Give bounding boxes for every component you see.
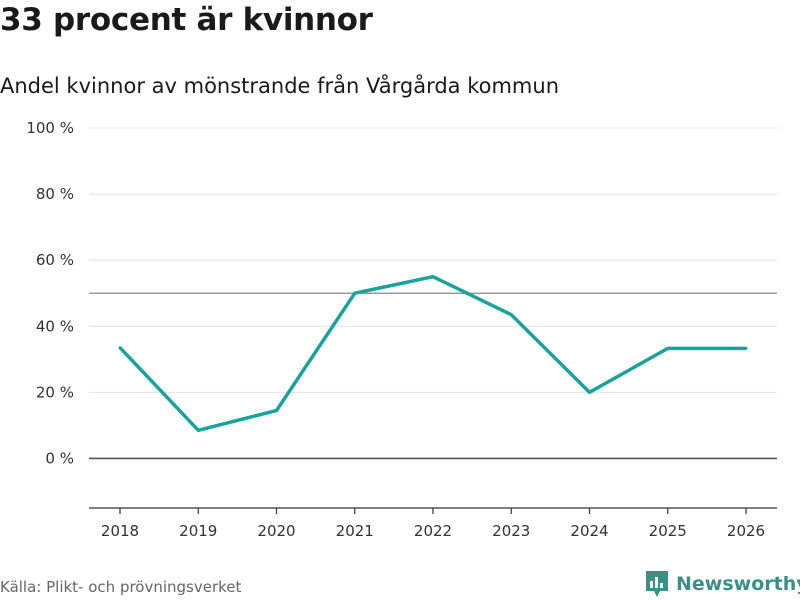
data-point xyxy=(196,428,200,432)
y-axis-ticks: 0 % 20 % 40 % 60 % 80 % 100 % xyxy=(26,119,74,467)
chart-subtitle: Andel kvinnor av mönstrande från Vårgård… xyxy=(0,74,560,98)
data-point xyxy=(744,346,748,350)
y-tick-label: 60 % xyxy=(36,251,74,269)
chart-title: 33 procent är kvinnor xyxy=(0,2,373,38)
gridlines xyxy=(89,127,777,460)
x-tick-label: 2026 xyxy=(727,522,765,540)
y-tick-label: 20 % xyxy=(36,383,74,401)
x-tick-label: 2018 xyxy=(101,522,139,540)
newsworthy-logo: Newsworthy xyxy=(644,569,800,599)
x-tick-label: 2024 xyxy=(570,522,608,540)
y-tick-label: 100 % xyxy=(26,119,74,137)
x-tick-label: 2022 xyxy=(414,522,452,540)
data-point xyxy=(353,291,357,295)
source-note: Källa: Plikt- och prövningsverket xyxy=(0,578,242,596)
y-tick-label: 0 % xyxy=(45,449,74,467)
x-tick-label: 2023 xyxy=(492,522,530,540)
data-point xyxy=(275,409,278,413)
y-tick-label: 80 % xyxy=(36,185,74,203)
data-point xyxy=(509,313,513,317)
x-tick-label: 2019 xyxy=(179,522,217,540)
data-point xyxy=(431,275,435,279)
data-point xyxy=(666,346,670,350)
series-group xyxy=(118,274,748,433)
x-tick-label: 2021 xyxy=(336,522,374,540)
data-point xyxy=(118,346,122,350)
newsworthy-logo-text: Newsworthy xyxy=(676,573,800,595)
y-tick-label: 40 % xyxy=(36,317,74,335)
x-tick-label: 2020 xyxy=(257,522,295,540)
x-axis: 2018 2019 2020 2021 2022 2023 2024 2025 2026 xyxy=(89,507,777,540)
x-tick-label: 2025 xyxy=(649,522,687,540)
data-point xyxy=(588,390,591,394)
newsworthy-logo-icon xyxy=(646,571,668,597)
series-line xyxy=(118,274,746,433)
